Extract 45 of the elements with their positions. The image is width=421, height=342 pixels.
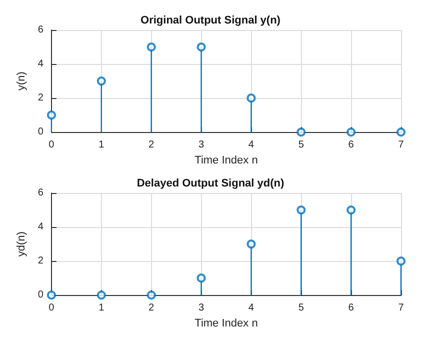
y-tick-label: 2 (38, 92, 44, 104)
point (296, 206, 306, 215)
point (146, 42, 156, 52)
point (246, 94, 256, 103)
y-tick-label: 6 (38, 24, 44, 36)
x-tick-label: 3 (198, 302, 204, 314)
x-tick-label: 3 (198, 140, 204, 151)
x-axis-title: Time Index n (194, 318, 258, 330)
x-tick-label: 7 (398, 140, 404, 151)
x-tick-label: 6 (348, 140, 354, 151)
x-tick-label: 2 (148, 140, 155, 151)
point (196, 274, 206, 283)
y-tick-label: 0 (38, 126, 44, 138)
point (396, 256, 406, 266)
x-axis-title: Time Index n (194, 154, 258, 166)
point (96, 290, 106, 300)
x-tick-label: 1 (98, 302, 105, 314)
x-tick-label: 6 (348, 302, 354, 314)
point (246, 240, 256, 249)
point (346, 128, 356, 137)
x-tick-label: 5 (298, 140, 304, 151)
y-tick-label: 6 (38, 188, 44, 198)
point (346, 206, 356, 215)
point (146, 290, 156, 300)
x-tick-label: 0 (48, 302, 55, 314)
x-tick-label: 5 (298, 302, 304, 314)
x-tick-label: 4 (248, 302, 254, 314)
point (46, 110, 56, 120)
x-tick-label: 2 (148, 302, 155, 314)
y-tick-label: 0 (38, 290, 44, 301)
x-tick-label: 7 (398, 302, 404, 314)
x-tick-label: 4 (248, 140, 254, 151)
y-axis-title: y(n) (16, 72, 28, 91)
point (46, 290, 56, 300)
y-tick-label: 4 (38, 58, 44, 70)
point (96, 76, 106, 86)
chart-title: Delayed Output Signal yd(n) (136, 178, 284, 190)
point (196, 42, 206, 52)
x-tick-label: 1 (98, 140, 105, 151)
y-axis-title: yd(n) (16, 232, 28, 257)
y-tick-label: 4 (38, 222, 44, 233)
y-tick-label: 2 (38, 256, 44, 267)
point (296, 128, 306, 137)
x-tick-label: 0 (48, 140, 55, 151)
chart-title: Original Output Signal y(n) (140, 14, 281, 26)
